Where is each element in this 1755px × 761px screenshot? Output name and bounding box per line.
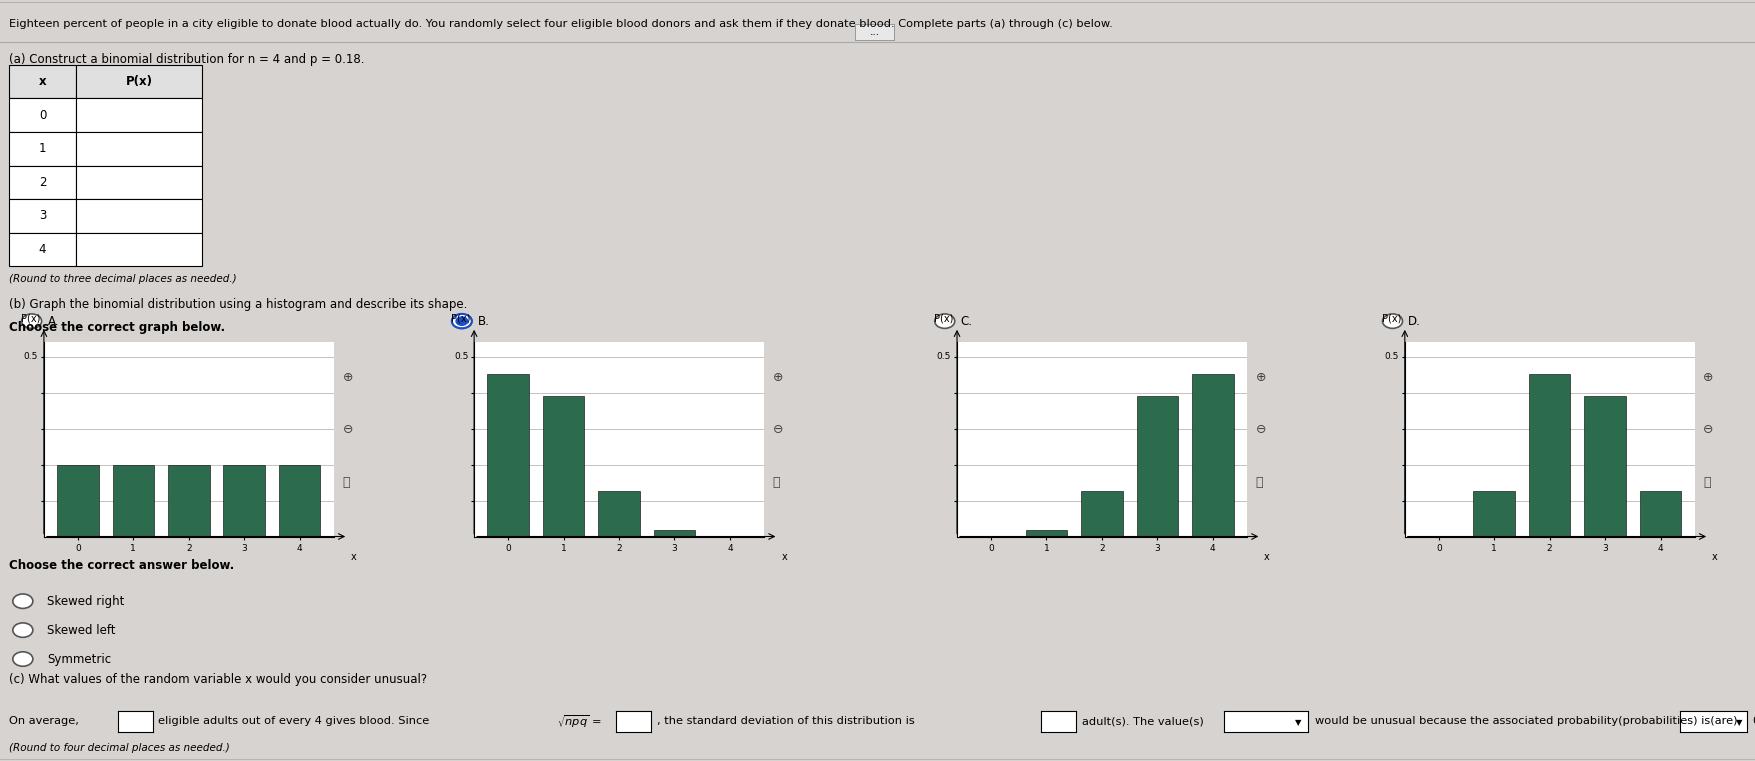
Text: ...: ... xyxy=(869,27,879,37)
Text: 0.05.: 0.05. xyxy=(1751,716,1755,727)
Circle shape xyxy=(451,314,472,329)
Text: ⊖: ⊖ xyxy=(1255,423,1265,436)
Bar xyxy=(542,396,584,537)
FancyBboxPatch shape xyxy=(77,132,202,165)
Bar xyxy=(598,491,639,537)
Text: adult(s). The value(s): adult(s). The value(s) xyxy=(1081,716,1202,727)
Text: ⧉: ⧉ xyxy=(342,476,349,489)
FancyBboxPatch shape xyxy=(77,98,202,132)
Bar xyxy=(1081,491,1121,537)
FancyBboxPatch shape xyxy=(9,65,77,98)
Circle shape xyxy=(21,314,42,329)
Text: ▼: ▼ xyxy=(1293,718,1300,727)
Text: C.: C. xyxy=(960,314,972,328)
Bar xyxy=(1135,396,1178,537)
Text: (Round to three decimal places as needed.): (Round to three decimal places as needed… xyxy=(9,274,237,284)
Bar xyxy=(1472,491,1515,537)
Text: Choose the correct answer below.: Choose the correct answer below. xyxy=(9,559,233,572)
Text: Skewed right: Skewed right xyxy=(47,594,125,608)
Text: eligible adults out of every 4 gives blood. Since: eligible adults out of every 4 gives blo… xyxy=(158,716,428,727)
Text: 4: 4 xyxy=(39,243,46,256)
FancyBboxPatch shape xyxy=(9,98,77,132)
Bar xyxy=(1192,374,1234,537)
Circle shape xyxy=(12,622,33,638)
Text: Symmetric: Symmetric xyxy=(47,652,112,666)
Text: 0.5: 0.5 xyxy=(455,352,469,361)
Circle shape xyxy=(934,314,955,329)
Text: P(x): P(x) xyxy=(126,75,153,88)
Text: P(x): P(x) xyxy=(1381,313,1400,323)
Text: ⧉: ⧉ xyxy=(772,476,779,489)
Text: ▼: ▼ xyxy=(1736,718,1741,727)
Circle shape xyxy=(1381,314,1402,329)
Text: D.: D. xyxy=(1408,314,1420,328)
Bar xyxy=(486,374,528,537)
Text: would be unusual because the associated probability(probabilities) is(are): would be unusual because the associated … xyxy=(1314,716,1737,727)
Text: x: x xyxy=(39,75,46,88)
Text: 2: 2 xyxy=(39,176,46,189)
Bar xyxy=(1583,396,1625,537)
FancyBboxPatch shape xyxy=(77,165,202,199)
Bar xyxy=(1639,491,1681,537)
Text: 0: 0 xyxy=(39,109,46,122)
Text: (b) Graph the binomial distribution using a histogram and describe its shape.: (b) Graph the binomial distribution usin… xyxy=(9,298,467,311)
Text: P(x): P(x) xyxy=(934,313,953,323)
Text: P(x): P(x) xyxy=(451,313,470,323)
Text: On average,: On average, xyxy=(9,716,79,727)
Text: $\sqrt{npq}$ =: $\sqrt{npq}$ = xyxy=(556,713,602,730)
Text: (Round to four decimal places as needed.): (Round to four decimal places as needed.… xyxy=(9,743,230,753)
FancyBboxPatch shape xyxy=(77,65,202,98)
Text: ⧉: ⧉ xyxy=(1702,476,1709,489)
Bar xyxy=(1025,530,1067,537)
Text: ⊕: ⊕ xyxy=(1702,371,1713,384)
FancyBboxPatch shape xyxy=(9,199,77,233)
FancyBboxPatch shape xyxy=(77,199,202,233)
FancyBboxPatch shape xyxy=(9,165,77,199)
Text: ⊖: ⊖ xyxy=(772,423,783,436)
Text: 1: 1 xyxy=(39,142,46,155)
Text: 0.5: 0.5 xyxy=(937,352,951,361)
Text: x: x xyxy=(351,552,356,562)
Bar xyxy=(653,530,695,537)
Bar xyxy=(168,465,209,537)
FancyBboxPatch shape xyxy=(9,233,77,266)
Circle shape xyxy=(12,651,33,667)
Text: Eighteen percent of people in a city eligible to donate blood actually do. You r: Eighteen percent of people in a city eli… xyxy=(9,19,1113,29)
FancyBboxPatch shape xyxy=(77,233,202,266)
Bar xyxy=(112,465,154,537)
Text: Choose the correct graph below.: Choose the correct graph below. xyxy=(9,321,225,334)
Text: B.: B. xyxy=(477,314,490,328)
Bar xyxy=(1529,374,1569,537)
Text: 3: 3 xyxy=(39,209,46,222)
Text: (a) Construct a binomial distribution for n = 4 and p = 0.18.: (a) Construct a binomial distribution fo… xyxy=(9,53,363,66)
Text: x: x xyxy=(1711,552,1716,562)
Text: ⊖: ⊖ xyxy=(342,423,353,436)
Text: , the standard deviation of this distribution is: , the standard deviation of this distrib… xyxy=(656,716,914,727)
Text: A.: A. xyxy=(47,314,60,328)
FancyBboxPatch shape xyxy=(9,132,77,165)
Text: ⧉: ⧉ xyxy=(1255,476,1262,489)
Text: ⊕: ⊕ xyxy=(772,371,783,384)
Text: x: x xyxy=(1264,552,1269,562)
Text: x: x xyxy=(781,552,786,562)
Circle shape xyxy=(12,594,33,609)
Text: ⊕: ⊕ xyxy=(342,371,353,384)
Text: ⊕: ⊕ xyxy=(1255,371,1265,384)
Text: ⊖: ⊖ xyxy=(1702,423,1713,436)
Bar xyxy=(279,465,319,537)
Text: (c) What values of the random variable x would you consider unusual?: (c) What values of the random variable x… xyxy=(9,673,426,686)
Bar xyxy=(223,465,265,537)
Text: 0.5: 0.5 xyxy=(25,352,39,361)
Bar xyxy=(56,465,98,537)
Text: 0.5: 0.5 xyxy=(1385,352,1399,361)
Text: Skewed left: Skewed left xyxy=(47,623,116,637)
Circle shape xyxy=(456,317,467,325)
Text: P(x): P(x) xyxy=(21,313,40,323)
